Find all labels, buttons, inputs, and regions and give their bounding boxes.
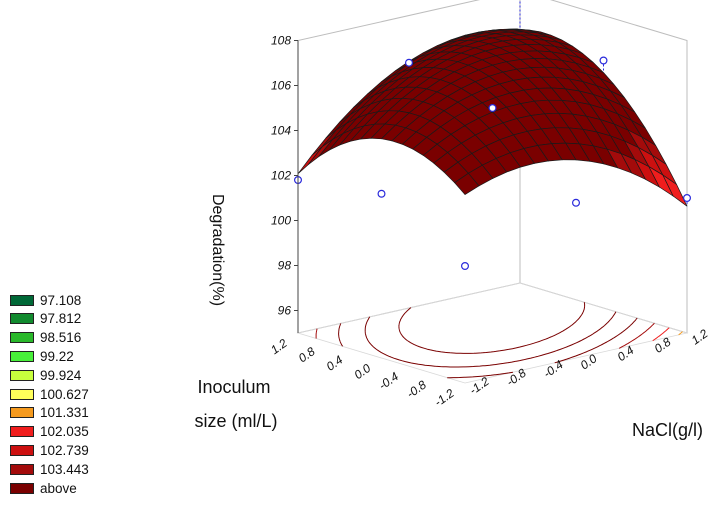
observed-point-1	[599, 56, 608, 65]
y-axis-label-line-2: size (ml/L)	[194, 411, 277, 431]
legend-swatch	[10, 444, 34, 456]
observed-point-8	[682, 194, 691, 203]
floor-contour-lines	[315, 302, 683, 379]
z-tick-label-1: 98	[278, 259, 292, 273]
legend-label: 100.627	[40, 386, 89, 402]
x-tick-label-6: 1.2	[689, 326, 711, 347]
observed-point-3	[488, 103, 497, 112]
legend-swatch	[10, 463, 34, 475]
contour-line-9	[398, 302, 586, 354]
y-tick-label-4: 0.4	[324, 352, 346, 373]
surface-cell-120	[297, 146, 323, 175]
legend-item-4: 99.924	[10, 367, 81, 383]
legend-label: 102.035	[40, 424, 89, 440]
x-tick-label-5: 0.8	[652, 335, 674, 356]
legend-label: above	[40, 480, 77, 496]
legend-swatch	[10, 332, 34, 344]
legend-swatch	[10, 350, 34, 362]
legend-swatch	[10, 294, 34, 306]
legend-item-1: 97.812	[10, 311, 81, 327]
legend-item-6: 101.331	[10, 405, 89, 421]
legend-item-2: 98.516	[10, 330, 81, 346]
surface-cell-136	[308, 139, 334, 165]
legend-item-9: 103.443	[10, 461, 89, 477]
observed-point-2	[405, 58, 414, 67]
legend-label: 103.443	[40, 461, 89, 477]
legend-swatch	[10, 388, 34, 400]
z-tick-label-5: 106	[271, 79, 291, 93]
legend-label: 98.516	[40, 330, 82, 346]
axis-ticks: 96 98 100 102 104 106 108 -1.2-0.8-0.40.0 0.4 0.8…	[268, 34, 711, 410]
y-tick-label-1: -0.8	[404, 377, 429, 401]
z-tick-label-4: 104	[271, 124, 291, 138]
contour-line-6	[315, 322, 655, 349]
x-tick-label-4: 0.4	[615, 343, 637, 364]
contour-line-7	[338, 317, 638, 379]
legend-swatch	[10, 426, 34, 438]
legend-swatch	[10, 407, 34, 419]
response-surface	[297, 28, 688, 207]
legend-swatch	[10, 369, 34, 381]
legend-label: 97.812	[40, 311, 82, 327]
observed-point-4	[571, 198, 580, 207]
legend-label: 102.739	[40, 442, 89, 458]
surface-cell-255	[454, 172, 480, 196]
legend-item-10: above	[10, 480, 77, 496]
legend-item-0: 97.108	[10, 292, 81, 308]
legend-swatch	[10, 313, 34, 325]
y-tick-label-5: 0.8	[296, 344, 318, 365]
contour-line-5	[652, 327, 670, 342]
legend-item-8: 102.739	[10, 442, 89, 458]
y-axis-label-line-1: Inoculum	[197, 377, 270, 397]
legend-item-3: 99.22	[10, 348, 74, 364]
legend-label: 99.924	[40, 367, 82, 383]
contour-line-8	[364, 311, 617, 368]
y-tick-label-6: 1.2	[268, 336, 290, 357]
z-tick-label-0: 96	[278, 304, 292, 318]
y-tick-label-3: 0.0	[352, 361, 374, 382]
observed-point-6	[461, 262, 470, 271]
y-tick-label-2: -0.4	[376, 369, 401, 393]
observed-point-5	[377, 189, 386, 198]
z-tick-label-2: 100	[271, 214, 291, 228]
z-axis-label: Degradation(%)	[209, 194, 226, 306]
box-floor	[296, 282, 689, 384]
z-tick-label-6: 108	[271, 34, 291, 48]
legend-label: 101.331	[40, 405, 89, 421]
legend-item-5: 100.627	[10, 386, 89, 402]
contour-line-4	[678, 331, 683, 336]
legend-label: 97.108	[40, 292, 82, 308]
observed-points	[294, 0, 691, 271]
z-tick-label-3: 102	[271, 169, 291, 183]
y-tick-label-0: -1.2	[432, 386, 457, 410]
legend-item-7: 102.035	[10, 424, 89, 440]
x-axis-label: NaCl(g/l)	[632, 420, 703, 440]
legend-label: 99.22	[40, 348, 74, 364]
legend-swatch	[10, 482, 34, 494]
